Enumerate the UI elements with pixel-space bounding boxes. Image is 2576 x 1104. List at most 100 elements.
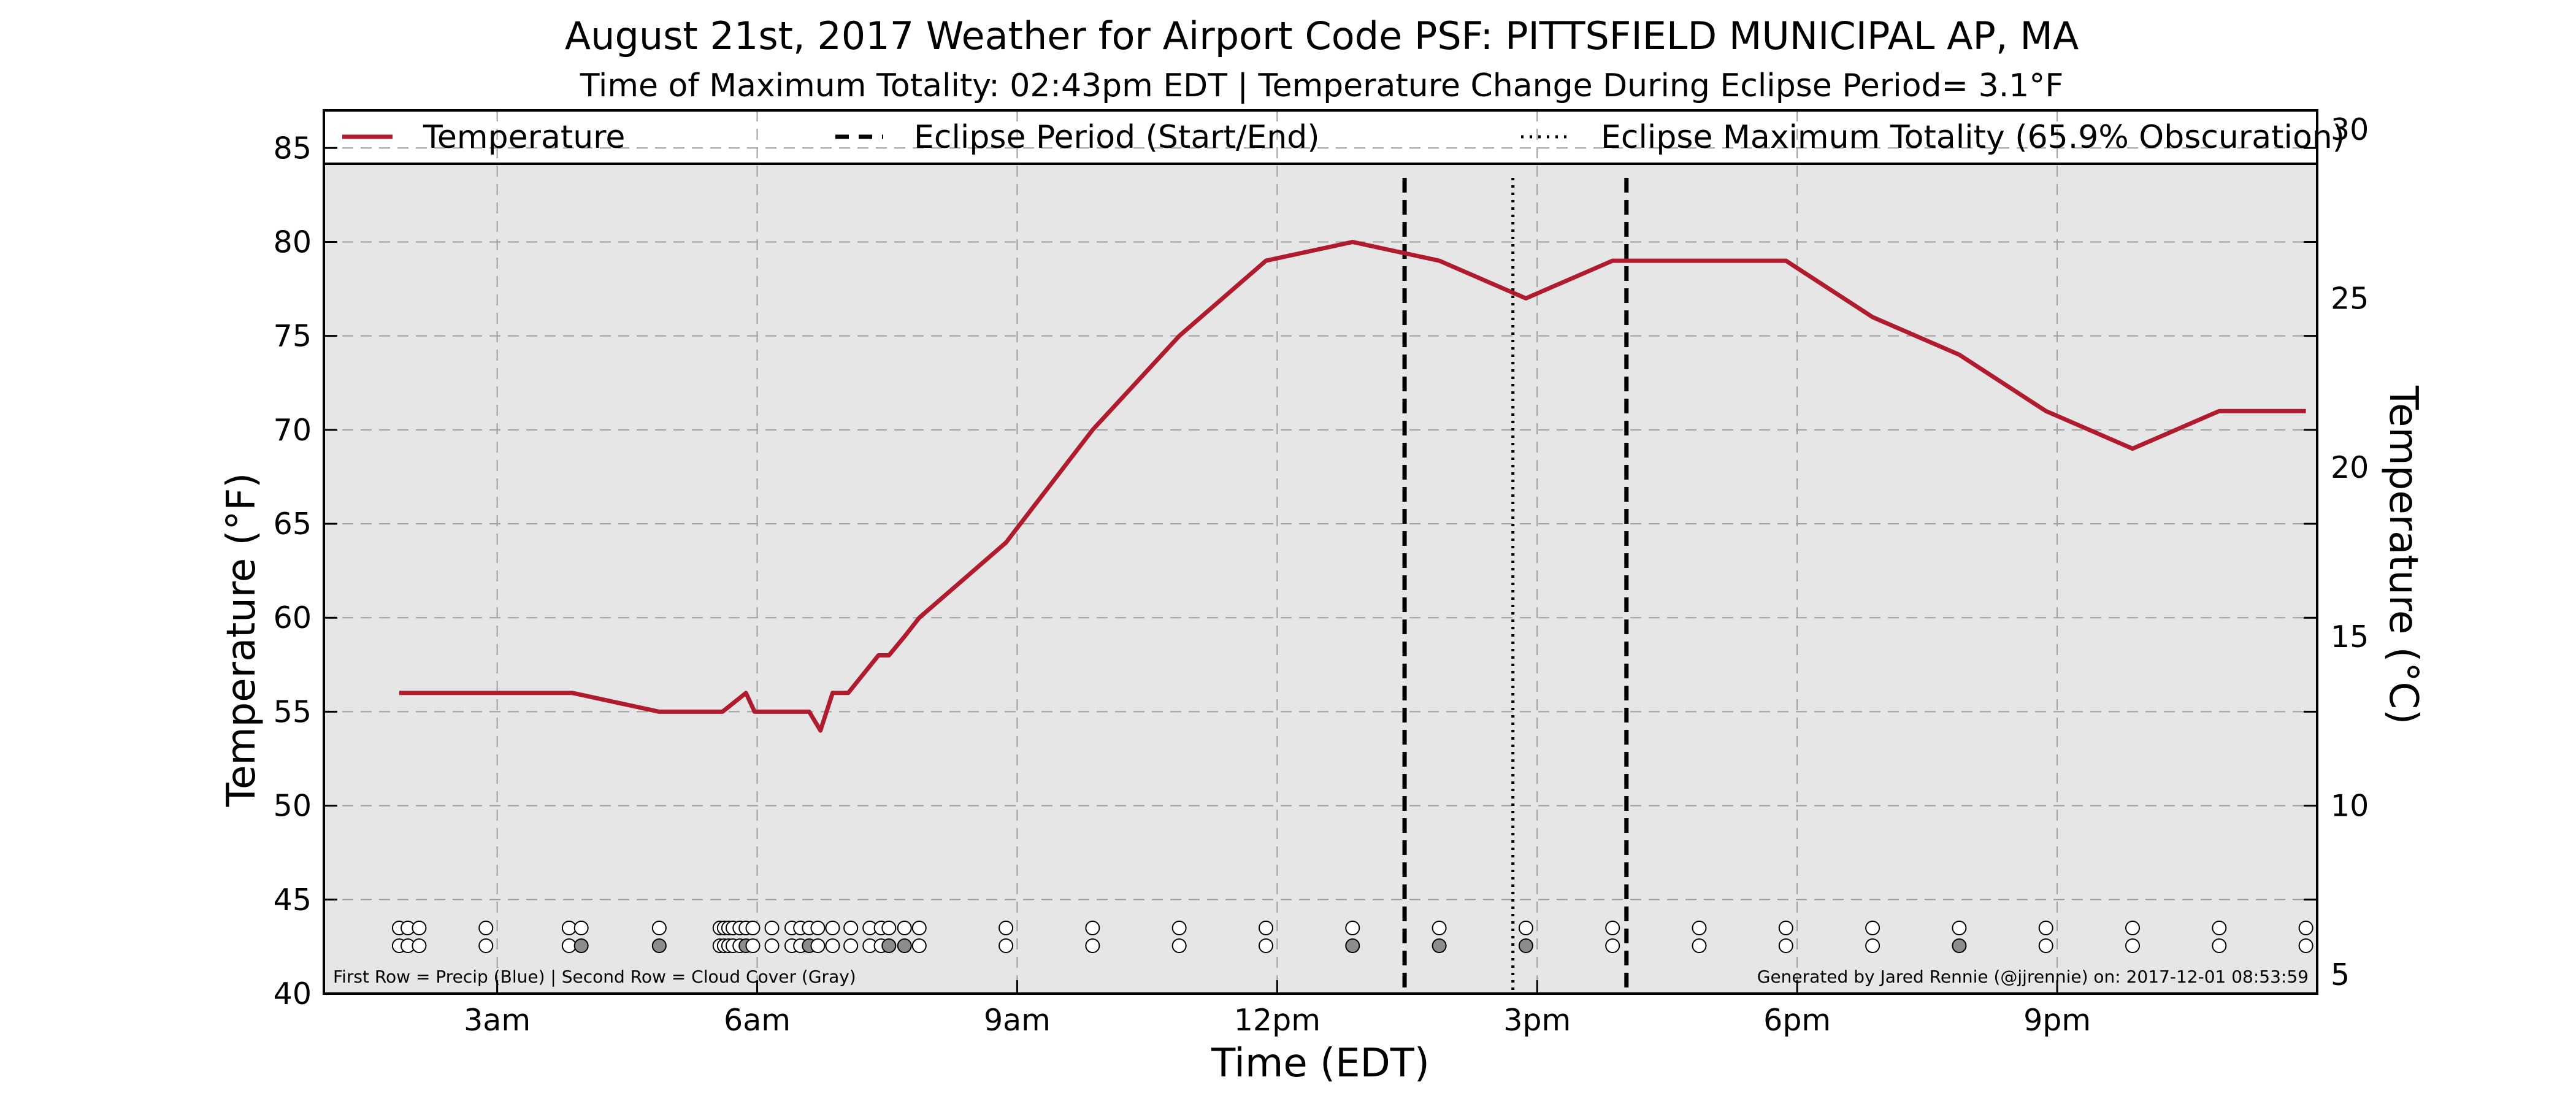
y-right-tick-label: 15 (2331, 619, 2369, 654)
precip-marker (2212, 921, 2227, 935)
precip-marker (561, 921, 577, 935)
cloud-cover-marker (1085, 938, 1100, 953)
cloud-cover-marker (999, 938, 1014, 953)
y-axis-label-right: Temperature (°C) (2380, 385, 2426, 724)
y-tick-label: 75 (274, 319, 312, 354)
cloud-cover-marker (478, 938, 494, 953)
precip-marker (745, 921, 761, 935)
precip-marker (478, 921, 494, 935)
cloud-cover-marker (1865, 938, 1880, 953)
cloud-cover-marker (843, 938, 859, 953)
y-tick-label: 45 (274, 883, 312, 918)
cloud-cover-marker (764, 938, 780, 953)
x-tick-label: 3am (464, 1003, 531, 1038)
precip-marker (911, 921, 927, 935)
y-tick-label: 85 (274, 131, 312, 166)
precip-marker (881, 921, 897, 935)
axis-ticks: 40 45 50 55 60 65 70 75 80 85 5 10 15 20 25 30 3am 6am 9am… (274, 112, 2369, 1038)
y-right-tick-label: 10 (2331, 788, 2369, 823)
y-right-tick-label: 30 (2331, 112, 2369, 147)
chart-subtitle: Time of Maximum Totality: 02:43pm EDT | … (580, 67, 2063, 104)
cloud-cover-marker (2298, 938, 2313, 953)
y-tick-label: 65 (274, 507, 312, 542)
precip-marker (2125, 921, 2141, 935)
cloud-cover-marker (911, 938, 927, 953)
y-right-tick-label: 5 (2331, 957, 2350, 992)
precip-marker (1518, 921, 1533, 935)
cloud-cover-marker (825, 938, 840, 953)
legend: Temperature Eclipse Period (Start/End) Ecl… (342, 119, 2345, 156)
precip-marker (843, 921, 859, 935)
chart-title: August 21st, 2017 Weather for Airport Co… (565, 13, 2079, 58)
y-tick-label: 80 (274, 224, 312, 259)
precip-marker (764, 921, 780, 935)
precip-marker (1778, 921, 1793, 935)
cloud-cover-marker (745, 938, 761, 953)
precip-marker (1171, 921, 1187, 935)
precip-marker (1692, 921, 1707, 935)
y-right-tick-label: 25 (2331, 282, 2369, 316)
cloud-cover-marker (651, 938, 667, 953)
eclipse-lines (1402, 178, 1629, 994)
cloud-cover-marker (897, 938, 912, 953)
cloud-cover-marker (2038, 938, 2053, 953)
cloud-cover-marker (1605, 938, 1620, 953)
x-tick-label: 6pm (1763, 1003, 1831, 1038)
precip-marker (2038, 921, 2053, 935)
cloud-cover-marker (1952, 938, 1967, 953)
y-axis-label: Temperature (°F) (219, 473, 264, 808)
cloud-cover-marker (881, 938, 897, 953)
x-tick-label: 9am (984, 1003, 1051, 1038)
precip-marker (1432, 921, 1447, 935)
cloud-cover-marker (1258, 938, 1273, 953)
precip-marker (412, 921, 427, 935)
footer-note-left: First Row = Precip (Blue) | Second Row =… (333, 967, 856, 987)
precip-marker (1952, 921, 1967, 935)
y-right-tick-label: 20 (2331, 450, 2369, 485)
precip-marker (897, 921, 912, 935)
precip-marker (2298, 921, 2313, 935)
legend-label-temperature: Temperature (423, 119, 625, 156)
cloud-cover-marker (1432, 938, 1447, 953)
precip-marker (1865, 921, 1880, 935)
y-tick-label: 70 (274, 413, 312, 448)
x-tick-label: 12pm (1234, 1003, 1321, 1038)
x-tick-label: 6am (724, 1003, 791, 1038)
precip-marker (825, 921, 840, 935)
x-tick-label: 3pm (1503, 1003, 1571, 1038)
cloud-cover-marker (412, 938, 427, 953)
cloud-cover-marker (1692, 938, 1707, 953)
series-layer (399, 240, 2306, 733)
precip-marker (1345, 921, 1360, 935)
precip-marker (810, 921, 826, 935)
y-tick-label: 40 (274, 976, 312, 1011)
cloud-cover-marker (573, 938, 589, 953)
x-axis-label: Time (EDT) (1211, 1041, 1430, 1086)
y-tick-label: 60 (274, 600, 312, 635)
precip-marker (1605, 921, 1620, 935)
observation-markers (391, 921, 2313, 953)
legend-label-eclipse-max: Eclipse Maximum Totality (65.9% Obscurat… (1601, 119, 2345, 156)
cloud-cover-marker (1518, 938, 1533, 953)
cloud-cover-marker (810, 938, 826, 953)
precip-marker (651, 921, 667, 935)
y-tick-label: 50 (274, 789, 312, 824)
plot-background (324, 164, 2317, 994)
precip-marker (999, 921, 1014, 935)
legend-label-eclipse-period: Eclipse Period (Start/End) (914, 119, 1320, 156)
cloud-cover-marker (1171, 938, 1187, 953)
precip-marker (573, 921, 589, 935)
precip-marker (1258, 921, 1273, 935)
cloud-cover-marker (1345, 938, 1360, 953)
precip-marker (1085, 921, 1100, 935)
x-tick-label: 9pm (2023, 1003, 2091, 1038)
cloud-cover-marker (2212, 938, 2227, 953)
cloud-cover-marker (1778, 938, 1793, 953)
temperature-line (399, 240, 2306, 733)
plot-frame (323, 109, 2318, 995)
cloud-cover-marker (561, 938, 577, 953)
footer-note-right: Generated by Jared Rennie (@jjrennie) on… (1757, 967, 2309, 987)
cloud-cover-marker (2125, 938, 2141, 953)
y-tick-label: 55 (274, 694, 312, 729)
